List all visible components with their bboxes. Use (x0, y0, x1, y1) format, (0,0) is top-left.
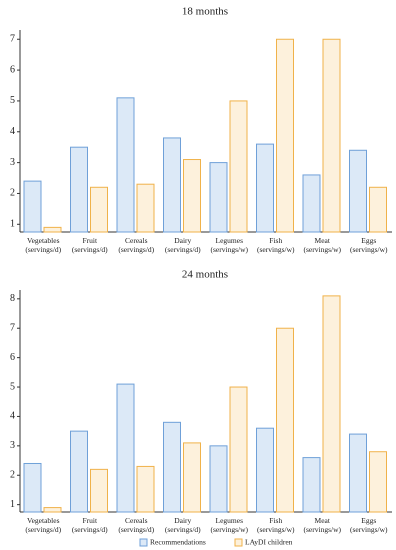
bar (256, 427, 274, 513)
bar (90, 186, 108, 233)
x-tick-label: Cereals (servings/d) (118, 236, 155, 254)
bar (43, 507, 62, 513)
x-tick-label: Eggs (servings/w) (350, 516, 388, 534)
bar (70, 430, 88, 513)
bar (229, 100, 248, 233)
bar (163, 421, 181, 513)
legend-label: LAyDI children (245, 538, 293, 547)
y-tick-label: 6 (10, 64, 15, 75)
y-tick-label: 4 (10, 411, 15, 422)
bar (23, 462, 42, 513)
bar (256, 143, 274, 233)
bar (43, 226, 62, 233)
bar (369, 186, 387, 233)
bar (209, 445, 228, 513)
bar (183, 159, 201, 233)
bar (302, 174, 321, 233)
bar (322, 38, 341, 233)
chart-title: 18 months (182, 6, 228, 18)
y-tick-label: 7 (10, 323, 15, 334)
x-tick-label: Vegetables (servings/d) (25, 236, 62, 254)
bar (70, 146, 88, 233)
bar (209, 162, 228, 233)
x-tick-label: Dairy (servings/d) (164, 236, 201, 254)
y-tick-label: 1 (10, 219, 15, 230)
bar (369, 451, 387, 513)
y-tick-label: 4 (10, 126, 15, 137)
y-tick-label: 5 (10, 381, 15, 392)
bar (349, 149, 367, 233)
x-tick-label: Legumes (servings/w) (210, 516, 249, 534)
bar (276, 38, 294, 233)
x-tick-label: Fish (servings/w) (257, 236, 295, 254)
bar (302, 457, 321, 513)
y-tick-label: 8 (10, 293, 15, 304)
x-tick-label: Fruit (servings/d) (71, 236, 108, 254)
bar (136, 465, 155, 513)
x-tick-label: Meat (servings/w) (303, 236, 342, 254)
x-tick-label: Meat (servings/w) (303, 516, 342, 534)
bar (23, 180, 42, 233)
y-tick-label: 7 (10, 34, 15, 45)
x-tick-label: Fish (servings/w) (257, 516, 295, 534)
legend-swatch (234, 538, 243, 547)
bar (183, 442, 201, 513)
bar (276, 327, 294, 513)
bar (322, 295, 341, 513)
bar (229, 386, 248, 513)
y-tick-label: 3 (10, 440, 15, 451)
y-tick-label: 6 (10, 352, 15, 363)
chart-title: 24 months (182, 269, 228, 281)
y-tick-label: 3 (10, 157, 15, 168)
x-tick-label: Legumes (servings/w) (210, 236, 249, 254)
y-tick-label: 2 (10, 188, 15, 199)
bar (116, 383, 135, 513)
bar (136, 183, 155, 233)
x-tick-label: Fruit (servings/d) (71, 516, 108, 534)
bar (116, 97, 135, 233)
bar (349, 433, 367, 513)
legend-swatch (139, 538, 148, 547)
x-tick-label: Eggs (servings/w) (350, 236, 388, 254)
bar (90, 468, 108, 513)
y-tick-label: 2 (10, 470, 15, 481)
y-tick-label: 5 (10, 95, 15, 106)
y-tick-label: 1 (10, 499, 15, 510)
x-tick-label: Vegetables (servings/d) (25, 516, 62, 534)
legend-label: Recommendations (150, 538, 206, 547)
x-tick-label: Dairy (servings/d) (164, 516, 201, 534)
x-tick-label: Cereals (servings/d) (118, 516, 155, 534)
bar (163, 137, 181, 233)
